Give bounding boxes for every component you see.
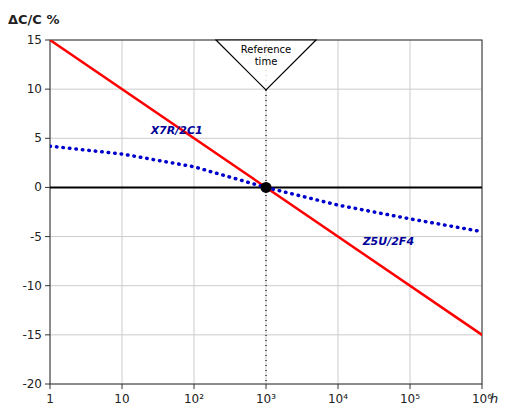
x-tick-label: 10³ [256,392,276,406]
plot-area [50,40,482,384]
x-grid-line [194,40,195,384]
y-tick-label: -20 [22,377,42,391]
y-tick-label: 15 [27,33,42,47]
reference-label-line: Reference [241,44,291,55]
y-tick-label: 0 [34,180,42,194]
x-tick-label: 1 [46,392,54,406]
x-tick [266,384,267,389]
x-tick [338,384,339,389]
x-tick-label: 10⁵ [400,392,420,406]
axes: 11010²10³10⁴10⁵10⁶-20-15-10-5051015 [22,33,492,406]
reference-line [265,40,266,384]
x-tick [194,384,195,389]
x-tick-label: 10 [114,392,129,406]
y-tick [45,187,50,188]
reference-triangle [216,40,316,90]
y-axis-label: ΔC/C % [8,12,59,27]
x-grid-line [122,40,123,384]
y-tick-label: 10 [27,82,42,96]
y-tick [45,285,50,286]
background [0,0,512,419]
x-tick [50,384,51,389]
y-tick [45,40,50,41]
x-axis-label: h [490,391,498,406]
y-tick-label: -5 [30,230,42,244]
x-grid-line [266,40,267,384]
x-tick-label: 10² [184,392,204,406]
series-line [50,40,482,335]
reference-point [261,182,272,193]
x-tick [482,384,483,389]
y-tick [45,334,50,335]
x-grid-line [338,40,339,384]
y-tick-label: -15 [22,328,42,342]
annotations: Referencetime X7R/2C1 Z5U/2F4 [150,40,414,248]
chart: 11010²10³10⁴10⁵10⁶-20-15-10-5051015hΔC/C… [0,0,512,419]
x-grid-line [410,40,411,384]
y-tick-label: 5 [34,131,42,145]
y-grid-line [50,236,482,237]
reference-label-line: time [255,56,278,67]
series-label: X7R/2C1 [150,124,203,137]
y-tick-label: -10 [22,279,42,293]
series-line [50,146,482,232]
y-grid-line [50,138,482,139]
x-tick [410,384,411,389]
x-tick-label: 10⁴ [328,392,348,406]
y-tick [45,384,50,385]
x-tick [122,384,123,389]
grid [50,40,482,384]
reference-label: Referencetime [241,44,291,67]
y-tick [45,89,50,90]
y-tick [45,236,50,237]
plot-frame [50,40,482,384]
series-label: Z5U/2F4 [362,235,414,248]
y-tick [45,138,50,139]
